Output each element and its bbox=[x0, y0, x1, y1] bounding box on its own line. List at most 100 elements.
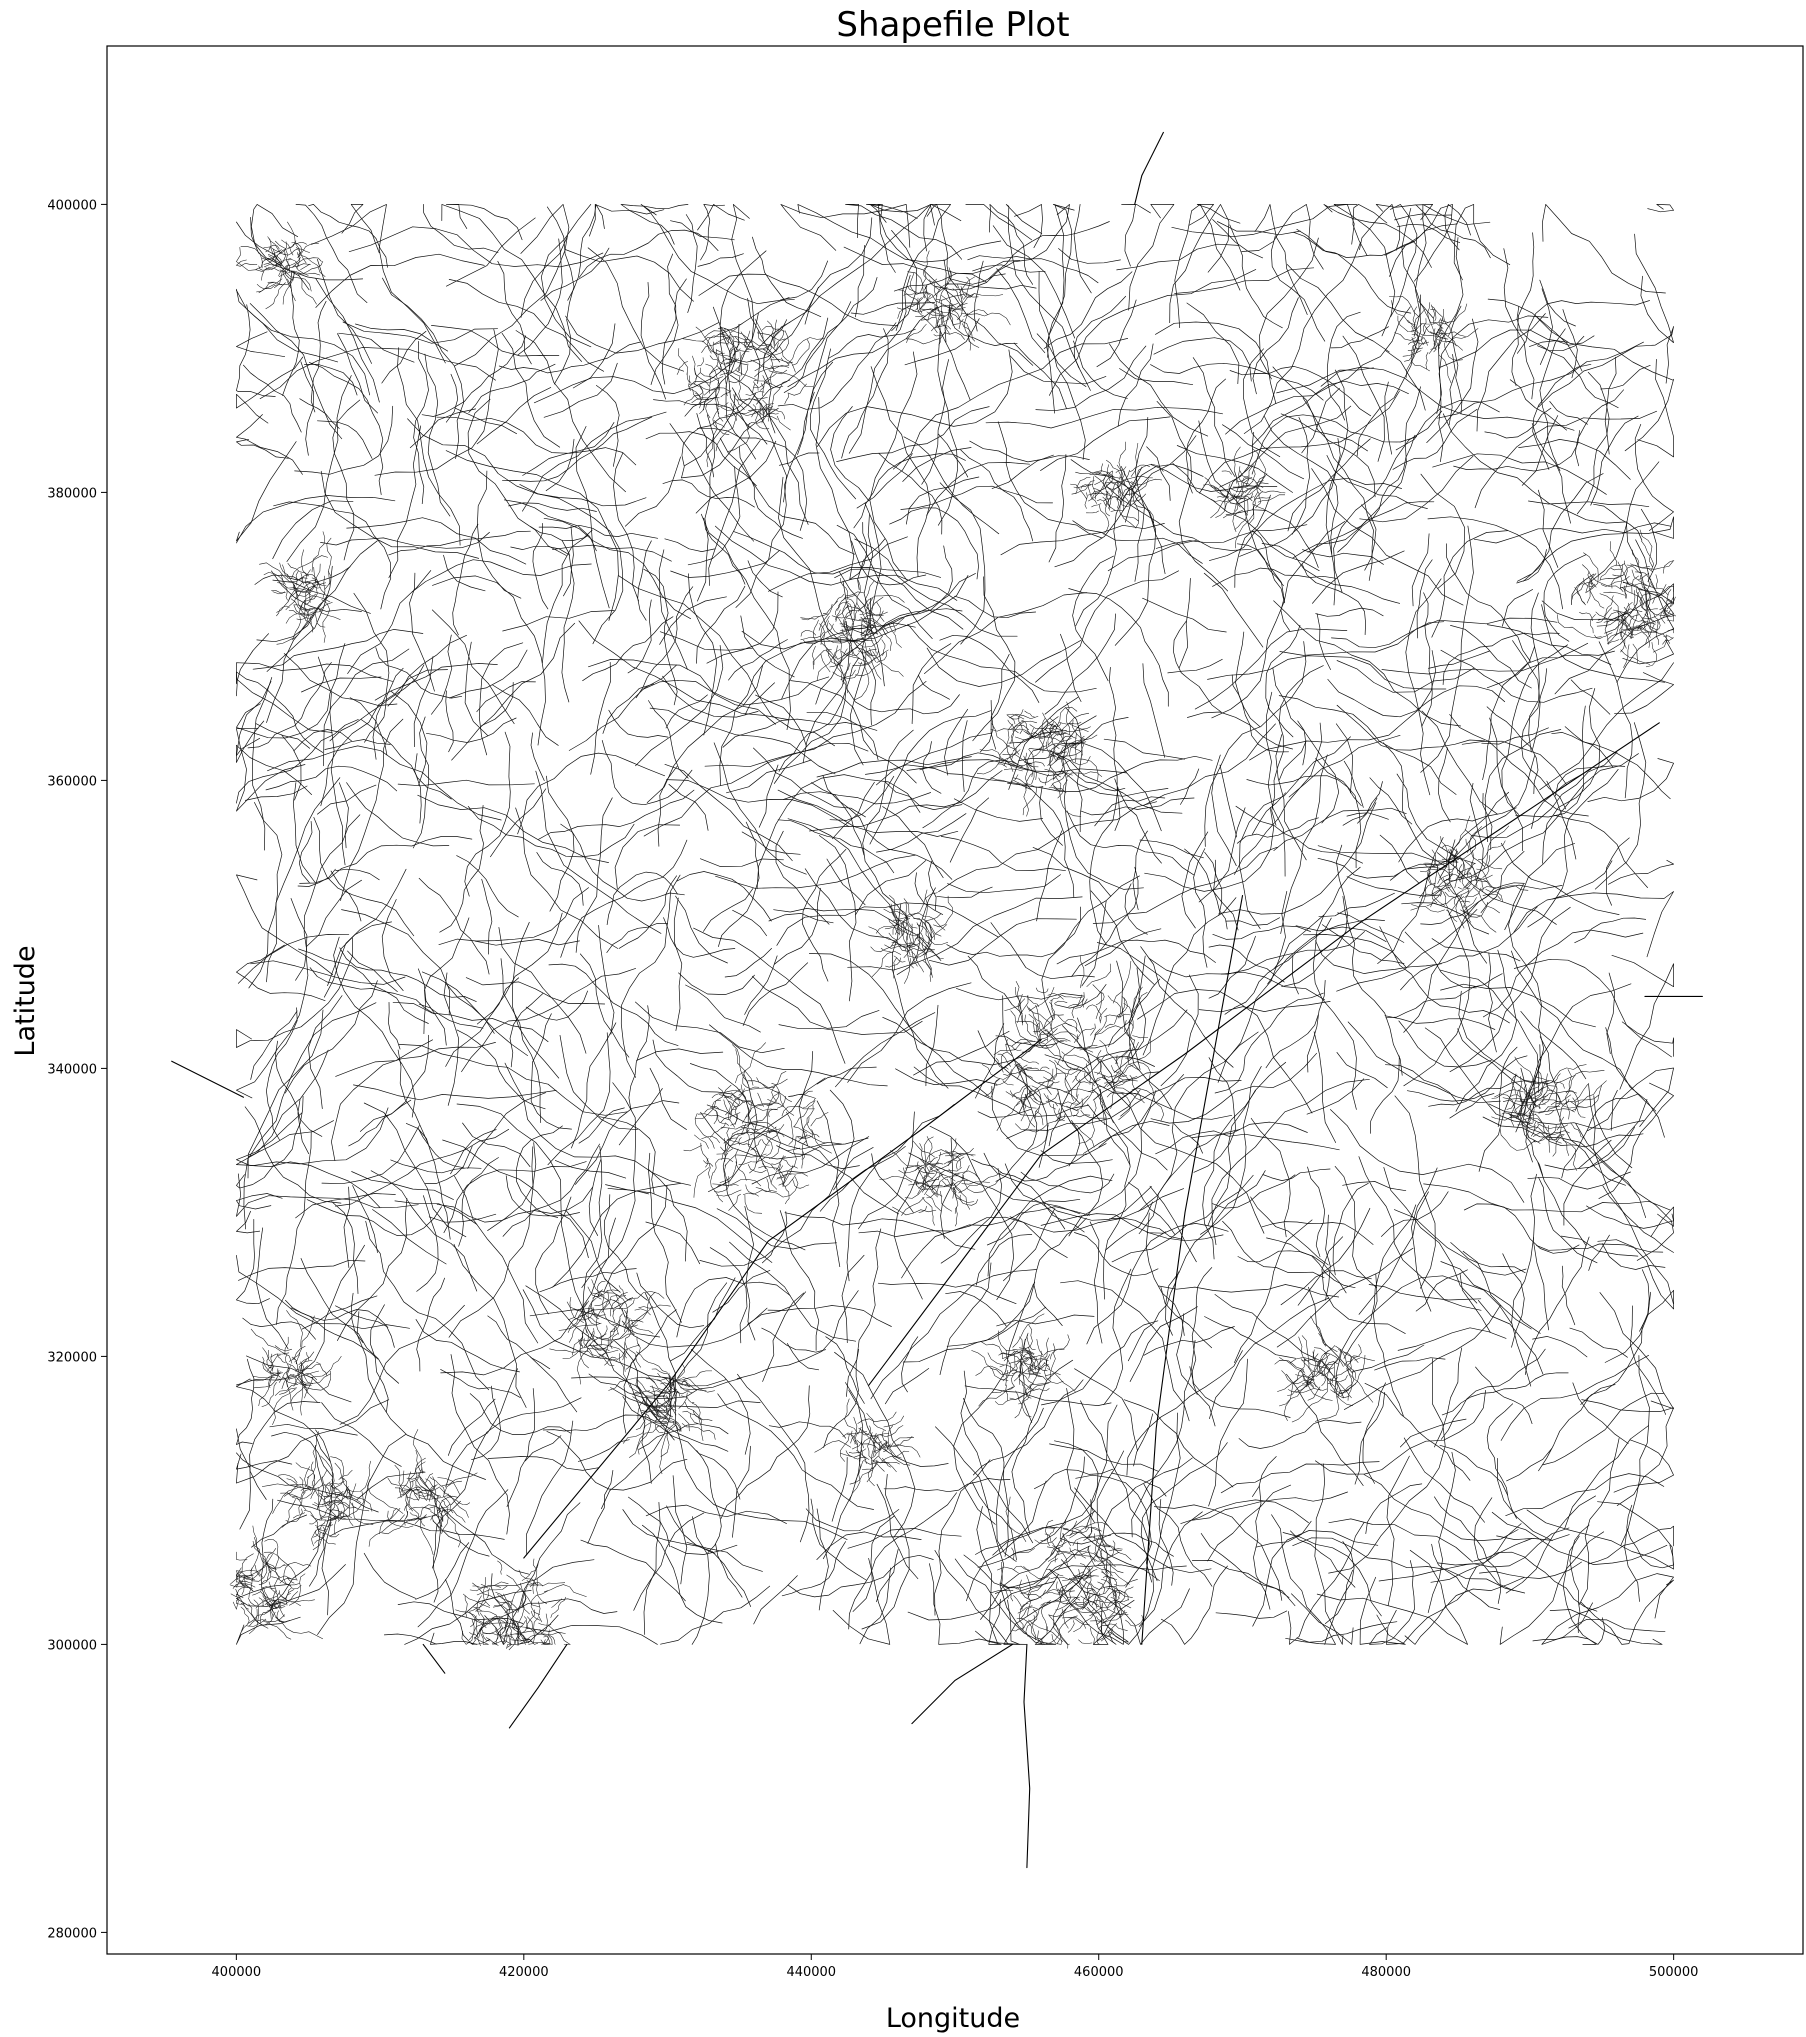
road-segment bbox=[392, 1001, 549, 1043]
road-segment bbox=[819, 1146, 906, 1212]
road-segment bbox=[836, 524, 933, 639]
urban-street bbox=[1075, 477, 1091, 494]
road-segment bbox=[1420, 473, 1466, 589]
road-segment bbox=[947, 874, 1061, 894]
urban-street bbox=[269, 1601, 286, 1612]
road-segment bbox=[1428, 650, 1490, 669]
urban-street bbox=[323, 1495, 340, 1521]
urban-street bbox=[276, 590, 300, 613]
road-segment bbox=[1090, 890, 1155, 985]
road-segment bbox=[1590, 415, 1639, 506]
urban-street bbox=[596, 1325, 608, 1339]
road-segment bbox=[1176, 1313, 1216, 1427]
urban-street bbox=[879, 1176, 913, 1183]
road-segment bbox=[1578, 1437, 1620, 1606]
road-segment bbox=[1343, 1304, 1501, 1410]
urban-street bbox=[1231, 482, 1269, 492]
urban-street bbox=[662, 1391, 693, 1398]
urban-street bbox=[1076, 1607, 1095, 1613]
road-segment bbox=[1155, 524, 1308, 549]
road-segment bbox=[364, 667, 404, 743]
road-segment bbox=[1249, 650, 1437, 761]
urban-street bbox=[719, 367, 739, 376]
road-segment bbox=[836, 406, 990, 462]
road-segment bbox=[870, 1269, 1037, 1400]
urban-street bbox=[1023, 1088, 1039, 1128]
road-segment bbox=[476, 387, 552, 445]
road-segment bbox=[515, 1125, 563, 1218]
road-segment bbox=[436, 1186, 594, 1223]
road-segment bbox=[1252, 1456, 1277, 1497]
urban-street bbox=[521, 1562, 539, 1581]
road-segment bbox=[1594, 722, 1647, 890]
road-segment bbox=[922, 741, 942, 794]
road-segment bbox=[1358, 1156, 1482, 1311]
urban-street bbox=[917, 933, 934, 952]
road-segment bbox=[249, 1401, 321, 1500]
road-segment bbox=[297, 868, 336, 887]
urban-street bbox=[1619, 622, 1625, 637]
road-segment bbox=[869, 710, 992, 845]
urban-street bbox=[710, 1171, 724, 1203]
road-segment bbox=[1086, 1231, 1167, 1345]
road-segment bbox=[1520, 668, 1567, 810]
urban-street bbox=[1110, 510, 1124, 512]
road-segment bbox=[249, 303, 343, 440]
urban-street bbox=[1610, 567, 1623, 571]
road-segment bbox=[733, 531, 942, 578]
road-segment bbox=[333, 936, 416, 1118]
urban-street bbox=[1112, 960, 1132, 1004]
road-segment bbox=[1473, 516, 1674, 544]
road-segment bbox=[431, 634, 453, 715]
urban-street bbox=[240, 246, 263, 269]
road-segment bbox=[1221, 971, 1326, 1001]
road-segment bbox=[1526, 1501, 1674, 1570]
road-segment bbox=[777, 789, 959, 837]
road-segment bbox=[1511, 1236, 1534, 1387]
road-segment bbox=[1453, 204, 1511, 281]
road-segment bbox=[1563, 1126, 1636, 1226]
urban-street bbox=[1031, 729, 1046, 758]
urban-street bbox=[588, 1344, 627, 1359]
road-segment bbox=[1482, 929, 1644, 1018]
road-segment bbox=[324, 739, 391, 750]
urban-street bbox=[1436, 328, 1479, 342]
road-segment bbox=[1343, 1204, 1417, 1359]
urban-street bbox=[1116, 494, 1141, 507]
road-segment bbox=[1502, 1253, 1525, 1348]
road-segment bbox=[1580, 1579, 1674, 1645]
road-segment bbox=[640, 204, 795, 305]
y-axis: 2800003000003200003400003600003800004000… bbox=[47, 198, 107, 1941]
urban-street bbox=[1048, 717, 1064, 756]
urban-street bbox=[1050, 1348, 1065, 1360]
urban-street bbox=[314, 609, 326, 628]
road-segment bbox=[1126, 1350, 1243, 1476]
road-segment bbox=[1598, 1082, 1674, 1199]
road-segment bbox=[929, 1563, 1021, 1645]
urban-street bbox=[1423, 318, 1427, 335]
urban-street bbox=[1532, 1100, 1538, 1123]
road-segment bbox=[783, 277, 878, 393]
road-segment bbox=[1482, 1116, 1647, 1219]
road-segment bbox=[450, 1397, 582, 1506]
road-segment bbox=[431, 609, 515, 725]
urban-street bbox=[890, 621, 896, 633]
road-segment bbox=[1139, 839, 1204, 859]
road-segment bbox=[883, 1478, 1011, 1493]
urban-street bbox=[757, 330, 777, 352]
road-segment bbox=[1301, 564, 1366, 636]
road-segment bbox=[1621, 1021, 1674, 1057]
urban-street bbox=[281, 1499, 296, 1528]
urban-street bbox=[252, 1562, 268, 1580]
urban-street bbox=[1106, 472, 1131, 505]
road-segment bbox=[487, 1142, 537, 1231]
urban-street bbox=[1021, 720, 1034, 738]
urban-street bbox=[717, 355, 737, 365]
road-segment bbox=[1398, 1020, 1493, 1068]
urban-street bbox=[926, 1169, 938, 1183]
urban-street bbox=[716, 1189, 742, 1197]
urban-street bbox=[1028, 1090, 1045, 1105]
urban-street bbox=[1210, 489, 1229, 519]
urban-street bbox=[1060, 994, 1083, 999]
road-segment bbox=[1096, 942, 1178, 992]
